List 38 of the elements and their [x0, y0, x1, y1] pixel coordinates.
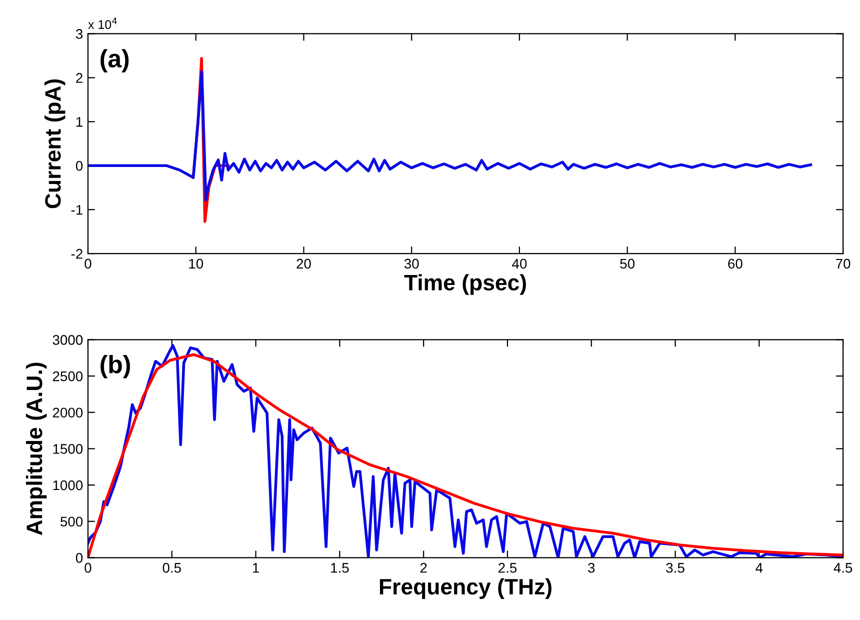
y-tick-label: 0	[76, 160, 83, 171]
annotation: (b)	[100, 354, 130, 378]
y-tick-label: 1500	[53, 444, 83, 454]
x-tick-label: 10	[189, 258, 204, 269]
x-tick-label: 0	[84, 258, 92, 269]
x-tick-label: 4.5	[834, 563, 852, 573]
y-axis-title: Current (pA)	[44, 79, 66, 208]
y-tick-label: 2	[76, 73, 82, 83]
x-tick-label: 1	[252, 563, 259, 573]
y-tick-label: 0	[76, 553, 83, 563]
y-tick-label: 500	[60, 516, 83, 527]
x-axis-title: Frequency (THz)	[380, 578, 552, 599]
x-tick-label: 40	[512, 258, 527, 269]
x-axis-title: Time (psec)	[404, 274, 526, 295]
x-tick-label: 70	[836, 258, 850, 269]
x-tick-label: 0.5	[162, 562, 181, 573]
y-axis-title: Amplitude (A.U.)	[26, 362, 47, 536]
y-tick-label: 2500	[52, 371, 83, 382]
text: x 10$^{4}$	[88, 18, 117, 29]
y-tick-label: 1000	[53, 480, 83, 490]
annotation: (a)	[100, 49, 129, 72]
y-tick-label: 2000	[52, 408, 83, 418]
x-tick-label: 1.5	[331, 563, 349, 573]
y-tick-label: 1	[76, 117, 82, 127]
y-tick-label: -2	[71, 248, 82, 259]
x-tick-label: 4	[756, 563, 763, 573]
y-tick-label: -1	[71, 205, 82, 215]
x-tick-label: 50	[620, 258, 635, 269]
x-tick-label: 30	[404, 258, 419, 269]
x-tick-label: 0	[84, 562, 92, 573]
x-tick-label: 2.5	[498, 562, 517, 573]
x-tick-label: 2	[420, 562, 427, 573]
x-tick-label: 60	[728, 258, 742, 269]
y-tick-label: 3000	[52, 335, 83, 345]
y-tick-label: 3	[76, 29, 83, 39]
x-tick-label: 3	[588, 562, 595, 573]
x-tick-label: 3.5	[666, 562, 684, 573]
x-tick-label: 20	[296, 258, 311, 269]
